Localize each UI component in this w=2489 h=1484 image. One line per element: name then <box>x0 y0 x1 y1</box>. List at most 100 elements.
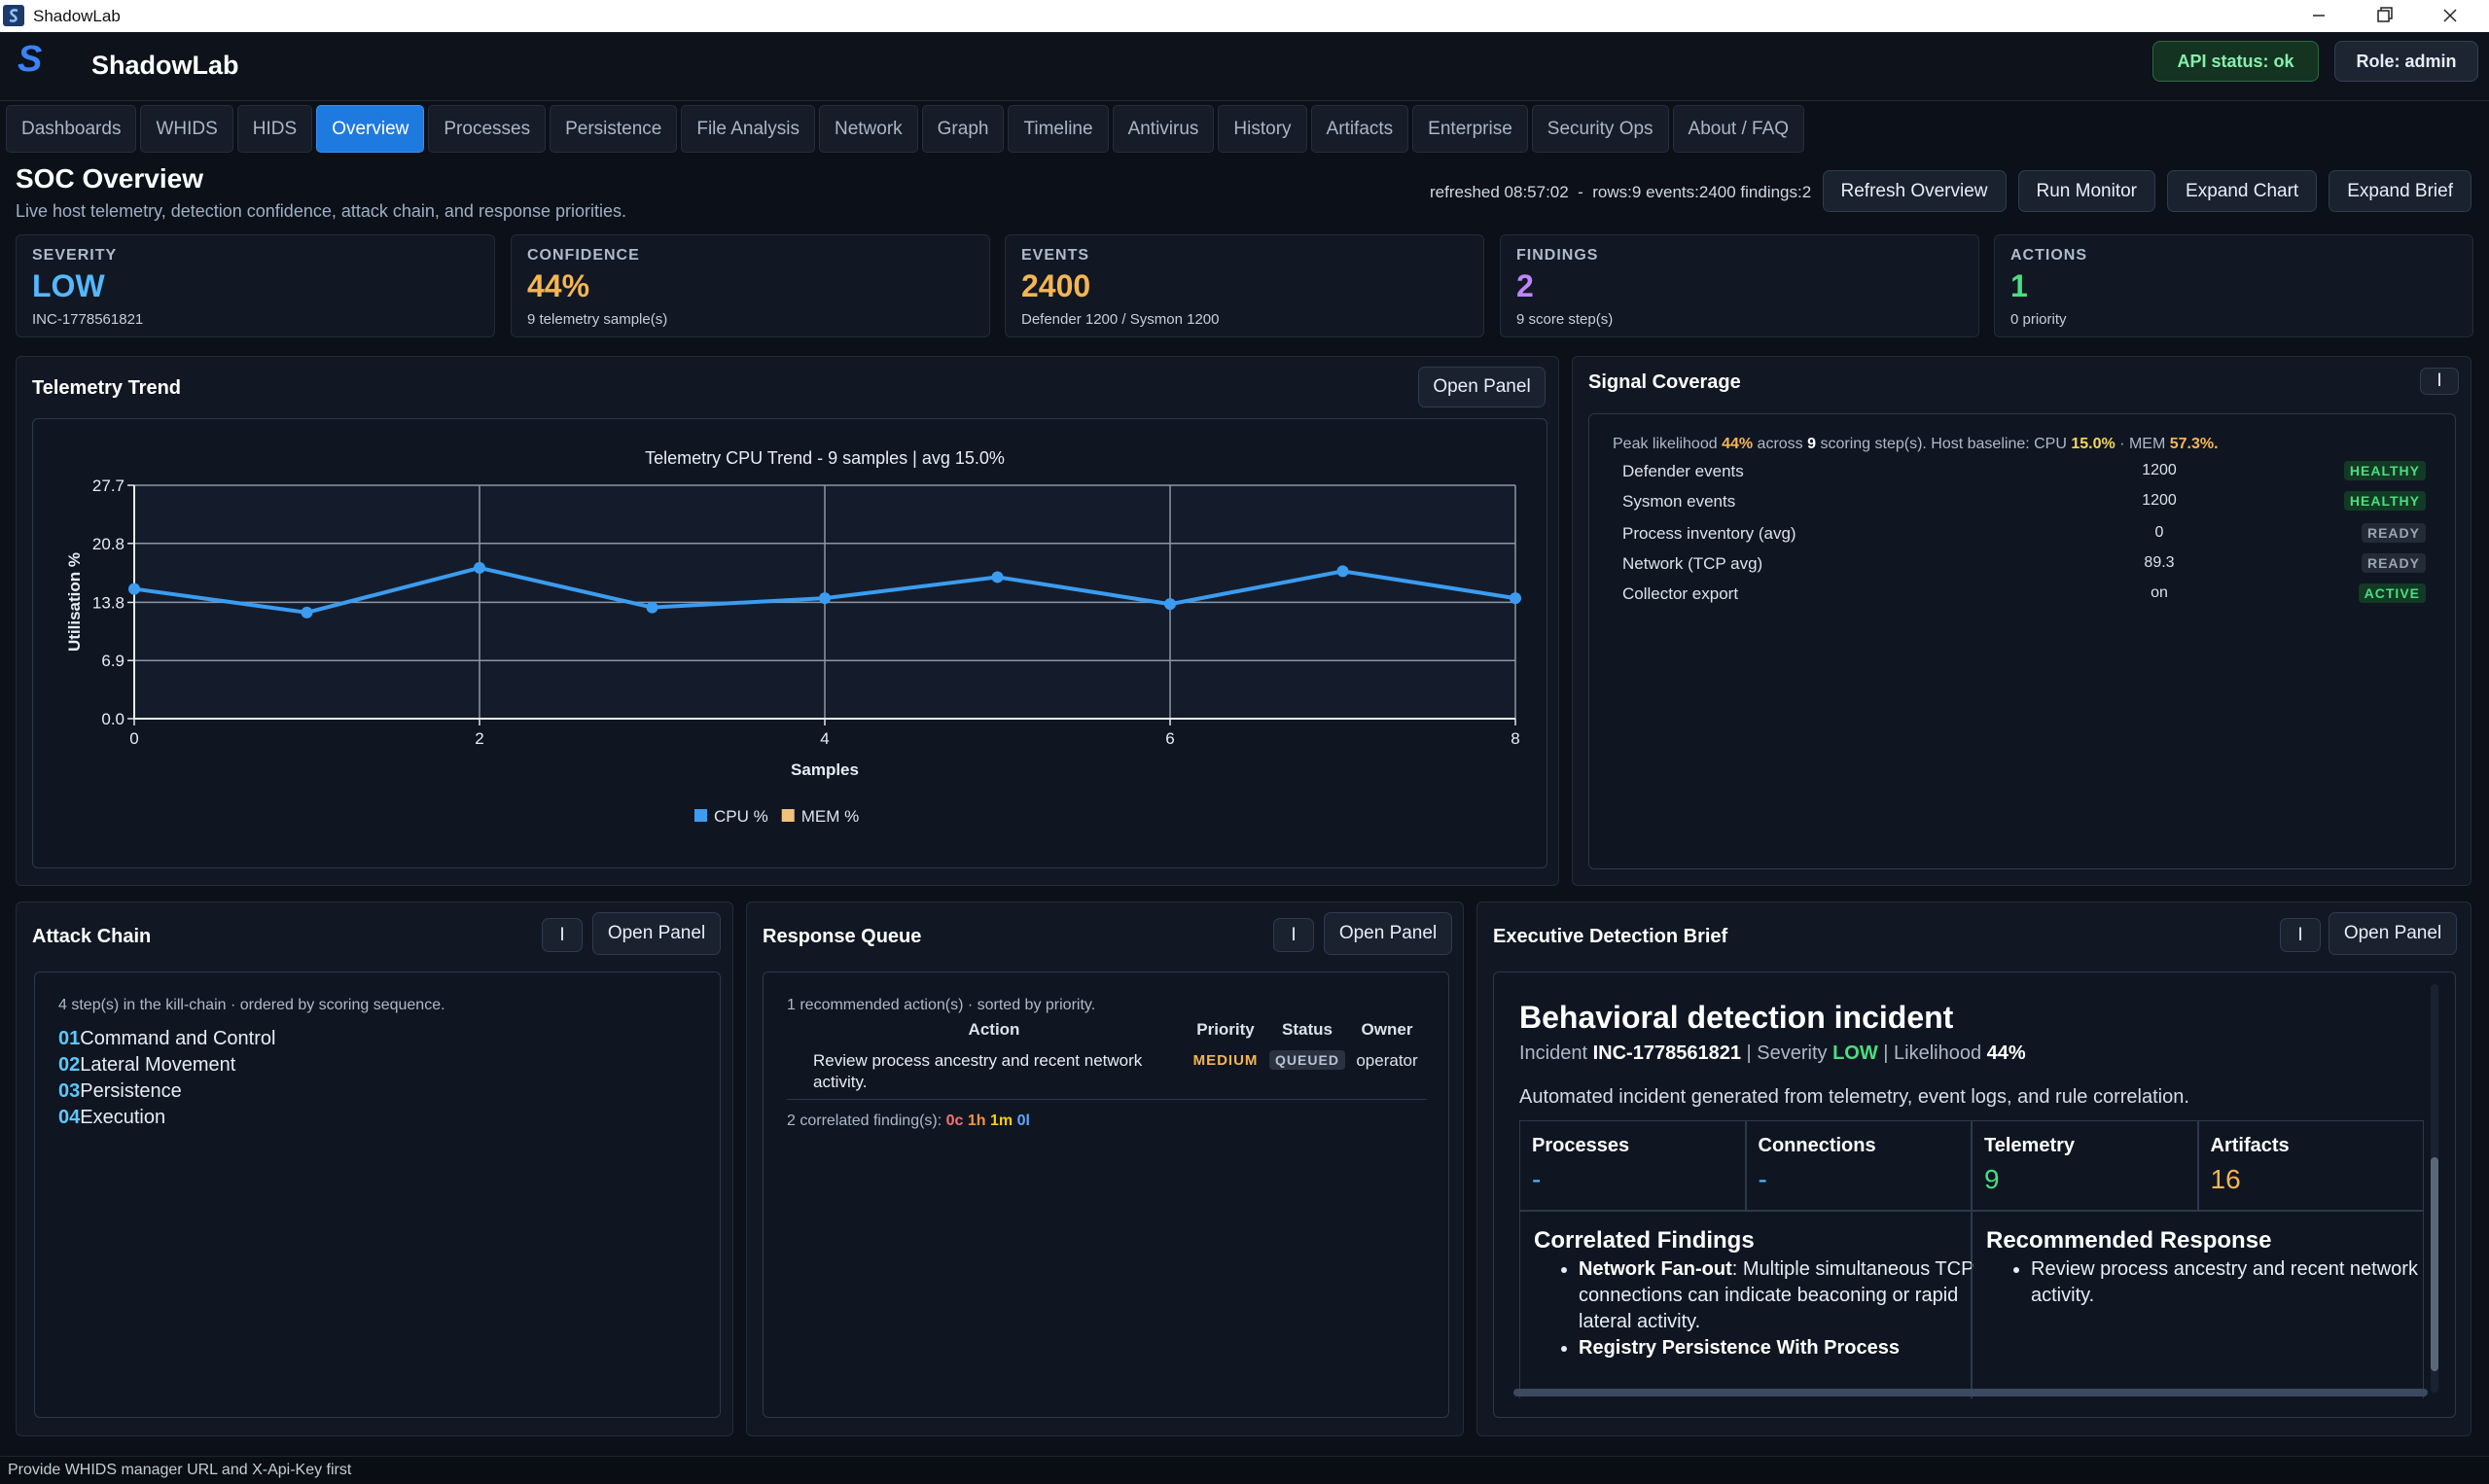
tab[interactable]: File Analysis <box>681 105 815 153</box>
attack-chain-panel: Attack Chain I Open Panel 4 step(s) in the … <box>16 901 733 1436</box>
step-name: Command and Control <box>80 1028 276 1049</box>
api-status: API status: ok <box>2152 41 2319 82</box>
text-segment: 44% <box>1986 1042 2026 1064</box>
role-button[interactable]: Role: admin <box>2334 41 2478 82</box>
data-point <box>1336 565 1349 578</box>
panel-title: Executive Detection Brief <box>1493 926 1728 947</box>
stat-label: Telemetry <box>1984 1135 2076 1156</box>
status-line: refreshed 08:57:02 - rows:9 events:2400 … <box>1430 183 1812 201</box>
toolbar: Refresh Overview Run Monitor Expand Chart E… <box>1822 170 2471 212</box>
tab[interactable]: About / FAQ <box>1672 105 1805 153</box>
info-button[interactable]: I <box>542 918 583 952</box>
tab[interactable]: Persistence <box>550 105 678 153</box>
step-name: Execution <box>80 1107 166 1128</box>
column-header: Priority <box>1196 1020 1255 1039</box>
tab[interactable]: Antivirus <box>1112 105 1215 153</box>
stat-value: 9 <box>1984 1164 2000 1194</box>
stat-value: 16 <box>2210 1164 2241 1194</box>
kpi-card: EVENTS 2400 Defender 1200 / Sysmon 1200 <box>1005 234 1484 337</box>
data-point <box>991 571 1004 583</box>
text-segment: LOW <box>1832 1042 1878 1064</box>
tab[interactable]: Dashboards <box>6 105 137 153</box>
status-badge: QUEUED <box>1269 1050 1345 1070</box>
panel-title: Signal Coverage <box>1588 371 1741 393</box>
coverage-name: Defender events <box>1622 462 1744 480</box>
legend-swatch <box>781 809 795 822</box>
tab[interactable]: WHIDS <box>140 105 233 153</box>
info-button[interactable]: I <box>1273 918 1314 952</box>
info-button[interactable]: I <box>2420 368 2459 395</box>
column-header: Owner <box>1361 1020 1413 1039</box>
kpi-label: SEVERITY <box>32 247 118 264</box>
tab[interactable]: Graph <box>921 105 1005 153</box>
kpi-label: CONFIDENCE <box>527 247 640 264</box>
tab[interactable]: Security Ops <box>1531 105 1669 153</box>
coverage-summary: Peak likelihood 44% across 9 scoring ste… <box>1613 436 2219 453</box>
coverage-value: 0 <box>2154 524 2164 541</box>
response-box: 1 recommended action(s) · sorted by prio… <box>763 972 1449 1418</box>
text-segment: INC-1778561821 <box>1592 1042 1741 1064</box>
findings-cell: Correlated Findings Network Fan-out: Mult… <box>1519 1211 1973 1398</box>
window-controls[interactable] <box>2291 0 2489 32</box>
x-axis-label: Samples <box>791 760 859 779</box>
priority: MEDIUM <box>1192 1052 1259 1069</box>
open-panel-button[interactable]: Open Panel <box>1324 912 1452 955</box>
h-scrollbar <box>1513 1389 2428 1396</box>
tab[interactable]: Timeline <box>1008 105 1109 153</box>
stat-label: Artifacts <box>2210 1135 2290 1156</box>
tab[interactable]: Network <box>818 105 918 153</box>
y-tick-label: 27.7 <box>92 477 124 495</box>
toolbar-button[interactable]: Expand Chart <box>2167 170 2318 212</box>
panel-title: Attack Chain <box>32 926 152 947</box>
scrollbar-thumb <box>2431 1157 2438 1371</box>
status-badge: READY <box>2361 553 2426 573</box>
toolbar-button[interactable]: Expand Brief <box>2329 170 2471 212</box>
tab[interactable]: Enterprise <box>1412 105 1528 153</box>
tab[interactable]: HIDS <box>236 105 313 153</box>
tab[interactable]: History <box>1218 105 1307 153</box>
findings-list: Network Fan-out: Multiple simultaneous T… <box>1544 1256 1987 1361</box>
coverage-name: Collector export <box>1622 584 1739 603</box>
coverage-box: Peak likelihood 44% across 9 scoring ste… <box>1588 413 2456 869</box>
text-segment: | Likelihood <box>1877 1042 1987 1064</box>
data-point <box>1510 592 1521 605</box>
status-badge: READY <box>2361 523 2426 543</box>
toolbar-button[interactable]: Refresh Overview <box>1822 170 2007 212</box>
info-button[interactable]: I <box>2280 918 2321 952</box>
y-tick-label: 0.0 <box>101 710 124 728</box>
kpi-value: 2400 <box>1021 268 1091 303</box>
open-panel-button[interactable]: Open Panel <box>592 912 721 955</box>
open-panel-button[interactable]: Open Panel <box>1418 367 1546 407</box>
kpi-label: EVENTS <box>1021 247 1090 264</box>
column-header: Status <box>1282 1020 1333 1039</box>
toolbar-button[interactable]: Run Monitor <box>2017 170 2156 212</box>
text-segment: 15.0% <box>2071 436 2116 452</box>
kpi-label: ACTIONS <box>2010 247 2087 264</box>
data-point <box>1164 598 1176 611</box>
finding: Registry Persistence With Process <box>1579 1335 1987 1361</box>
queue-summary: 1 recommended action(s) · sorted by prio… <box>787 997 1096 1013</box>
text-segment: 9 <box>1807 436 1817 452</box>
kpi-card: ACTIONS 1 0 priority <box>1994 234 2473 337</box>
open-panel-button[interactable]: Open Panel <box>2329 912 2457 955</box>
page-subtitle: Live host telemetry, detection confidenc… <box>16 201 627 221</box>
text-segment: 44% <box>1722 436 1754 452</box>
status-badge: HEALTHY <box>2343 491 2426 511</box>
tab[interactable]: Overview <box>316 105 425 153</box>
text-segment: scoring step(s). Host baseline: CPU <box>1816 436 2072 452</box>
y-tick-label: 13.8 <box>92 593 124 612</box>
kpi-value: 44% <box>527 268 590 303</box>
kpi-value: LOW <box>32 268 105 303</box>
tab[interactable]: Artifacts <box>1310 105 1409 153</box>
finding-name: Registry Persistence With Process <box>1579 1337 1900 1359</box>
text-segment: | Severity <box>1740 1042 1833 1064</box>
window-title: ShadowLab <box>33 7 121 25</box>
tab[interactable]: Processes <box>428 105 547 153</box>
finding-name: Network Fan-out <box>1579 1258 1732 1280</box>
brief-panel: Executive Detection Brief I Open Panel Beha… <box>1476 901 2471 1436</box>
data-point <box>301 606 313 618</box>
chain-summary: 4 step(s) in the kill-chain · ordered by… <box>58 997 445 1013</box>
y-tick-label: 20.8 <box>92 535 124 553</box>
title-bar: ShadowLab <box>0 0 2489 32</box>
text-segment: 1h <box>967 1113 986 1129</box>
